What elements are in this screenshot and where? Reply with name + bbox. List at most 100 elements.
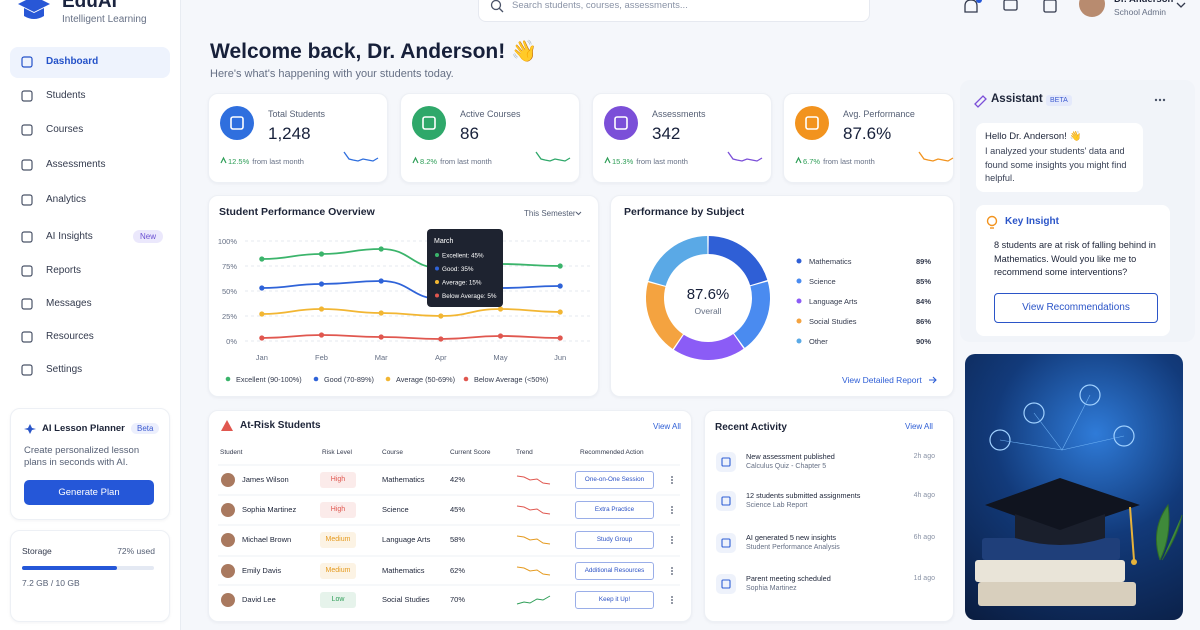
insight-card [976, 205, 1170, 336]
view-all[interactable]: View All [905, 422, 933, 431]
activity-time: 2h ago [913, 453, 935, 460]
nav-item[interactable]: Assessments [46, 159, 106, 170]
line-chart-card [208, 195, 599, 397]
nav-item[interactable]: Resources [46, 331, 94, 342]
nav-active-bg [10, 47, 170, 78]
nav-item[interactable]: Dashboard [46, 56, 99, 67]
search-placeholder: Search students, courses, assessments... [512, 0, 688, 11]
stat-change-value: 15.3% [612, 157, 634, 166]
illustration [965, 354, 1183, 620]
insight-text: 8 students are at risk of falling behind… [994, 240, 1156, 277]
stat-change-value: 12.5% [228, 157, 250, 166]
nav-item[interactable]: Courses [46, 124, 84, 135]
mail-icon [1003, 0, 1018, 11]
student-name: Emily Davis [242, 566, 282, 575]
pie-chart-card [610, 195, 954, 397]
activity-item-title: AI generated 5 new insights [746, 533, 837, 542]
message-card [976, 123, 1143, 192]
bell-badge [976, 0, 982, 3]
activity-item-detail: Science Lab Report [746, 502, 808, 509]
nav-item[interactable]: Students [46, 90, 86, 101]
stat-change-value: 8.2% [420, 157, 438, 166]
activity-item-title: New assessment published [746, 452, 835, 461]
score: 62% [450, 566, 466, 575]
activity-time: 6h ago [913, 534, 935, 541]
storage-label: Storage [22, 546, 52, 556]
column-header: Trend [516, 449, 533, 456]
activity-item-detail: Student Performance Analysis [746, 544, 840, 551]
course: Mathematics [382, 475, 425, 484]
action-button[interactable]: Study Group [575, 531, 654, 549]
stat-value: 86 [460, 124, 479, 143]
user-role: School Admin [1114, 7, 1166, 17]
planner-badge: Beta [131, 423, 160, 434]
assistant-title: Assistant [991, 93, 1043, 105]
activity-item-title: Parent meeting scheduled [746, 574, 831, 583]
chevron [1176, 2, 1186, 8]
nav-item[interactable]: Reports [46, 265, 82, 276]
planner-title: AI Lesson Planner [42, 423, 125, 434]
stat-label: Assessments [652, 109, 706, 119]
detail-link[interactable]: View Detailed Report [842, 375, 922, 385]
planner-button[interactable]: Generate Plan [24, 480, 154, 505]
brand-name: EduAI [62, 0, 117, 12]
stat-change: 6.7% from last month [803, 157, 875, 166]
activity-time: 1d ago [913, 575, 935, 582]
score: 42% [450, 475, 466, 484]
stat-change-note: from last month [823, 157, 875, 166]
course: Language Arts [382, 535, 431, 544]
welcome-title: Welcome back, Dr. Anderson! 👋 [210, 40, 538, 63]
stat-change-note: from last month [252, 157, 304, 166]
risk-badge: High [320, 472, 356, 488]
assistant-badge: BETA [1046, 95, 1072, 106]
action-button[interactable]: Additional Resources [575, 562, 654, 580]
table-title: At-Risk Students [240, 420, 321, 431]
student-name: Michael Brown [242, 535, 292, 544]
score: 45% [450, 505, 466, 514]
nav-item[interactable]: Analytics [46, 194, 87, 205]
stat-label: Avg. Performance [843, 109, 915, 119]
assistant-message: I analyzed your students' data and found… [985, 146, 1127, 183]
stat-change: 8.2% from last month [420, 157, 492, 166]
activity-time: 4h ago [913, 492, 935, 499]
action-button[interactable]: One-on-One Session [575, 471, 654, 489]
storage-bar [22, 566, 118, 570]
brand-tagline: Intelligent Learning [62, 14, 147, 25]
activity-card [704, 410, 954, 622]
recommendations-button[interactable]: View Recommendations [994, 293, 1158, 323]
stat-change: 15.3% from last month [612, 157, 688, 166]
course: Science [382, 505, 409, 514]
action-button[interactable]: Extra Practice [575, 501, 654, 519]
nav-item[interactable]: Messages [46, 298, 92, 309]
view-all[interactable]: View All [653, 422, 681, 431]
stat-change-value: 6.7% [803, 157, 821, 166]
nav-badge: New [133, 230, 164, 243]
stat-value: 342 [652, 124, 681, 143]
activity-item-detail: Calculus Quiz - Chapter 5 [746, 463, 827, 470]
activity-item-title: 12 students submitted assignments [746, 491, 861, 500]
course: Social Studies [382, 595, 430, 604]
chart-title: Performance by Subject [624, 206, 745, 218]
user-name: Dr. Anderson [1114, 0, 1173, 5]
score: 70% [450, 595, 466, 604]
risk-badge: Low [320, 592, 356, 608]
risk-badge: Medium [320, 563, 356, 579]
course: Mathematics [382, 566, 425, 575]
column-header: Course [382, 449, 403, 456]
column-header: Current Score [450, 449, 491, 456]
welcome-subtitle: Here's what's happening with your studen… [210, 68, 454, 80]
storage-card [10, 530, 170, 622]
stat-change-note: from last month [440, 157, 492, 166]
search-box[interactable] [478, 0, 870, 22]
period-select[interactable]: This Semester [524, 209, 576, 218]
nav-item[interactable]: Settings [46, 364, 83, 375]
stat-change: 12.5% from last month [228, 157, 304, 166]
action-button[interactable]: Keep it Up! [575, 591, 654, 609]
stat-value: 1,248 [268, 124, 311, 143]
assistant-greeting: Hello Dr. Anderson! 👋 [985, 131, 1082, 142]
chart-title: Student Performance Overview [219, 206, 375, 218]
nav-item[interactable]: AI Insights [46, 231, 93, 242]
bell-icon [964, 0, 978, 13]
score: 58% [450, 535, 466, 544]
